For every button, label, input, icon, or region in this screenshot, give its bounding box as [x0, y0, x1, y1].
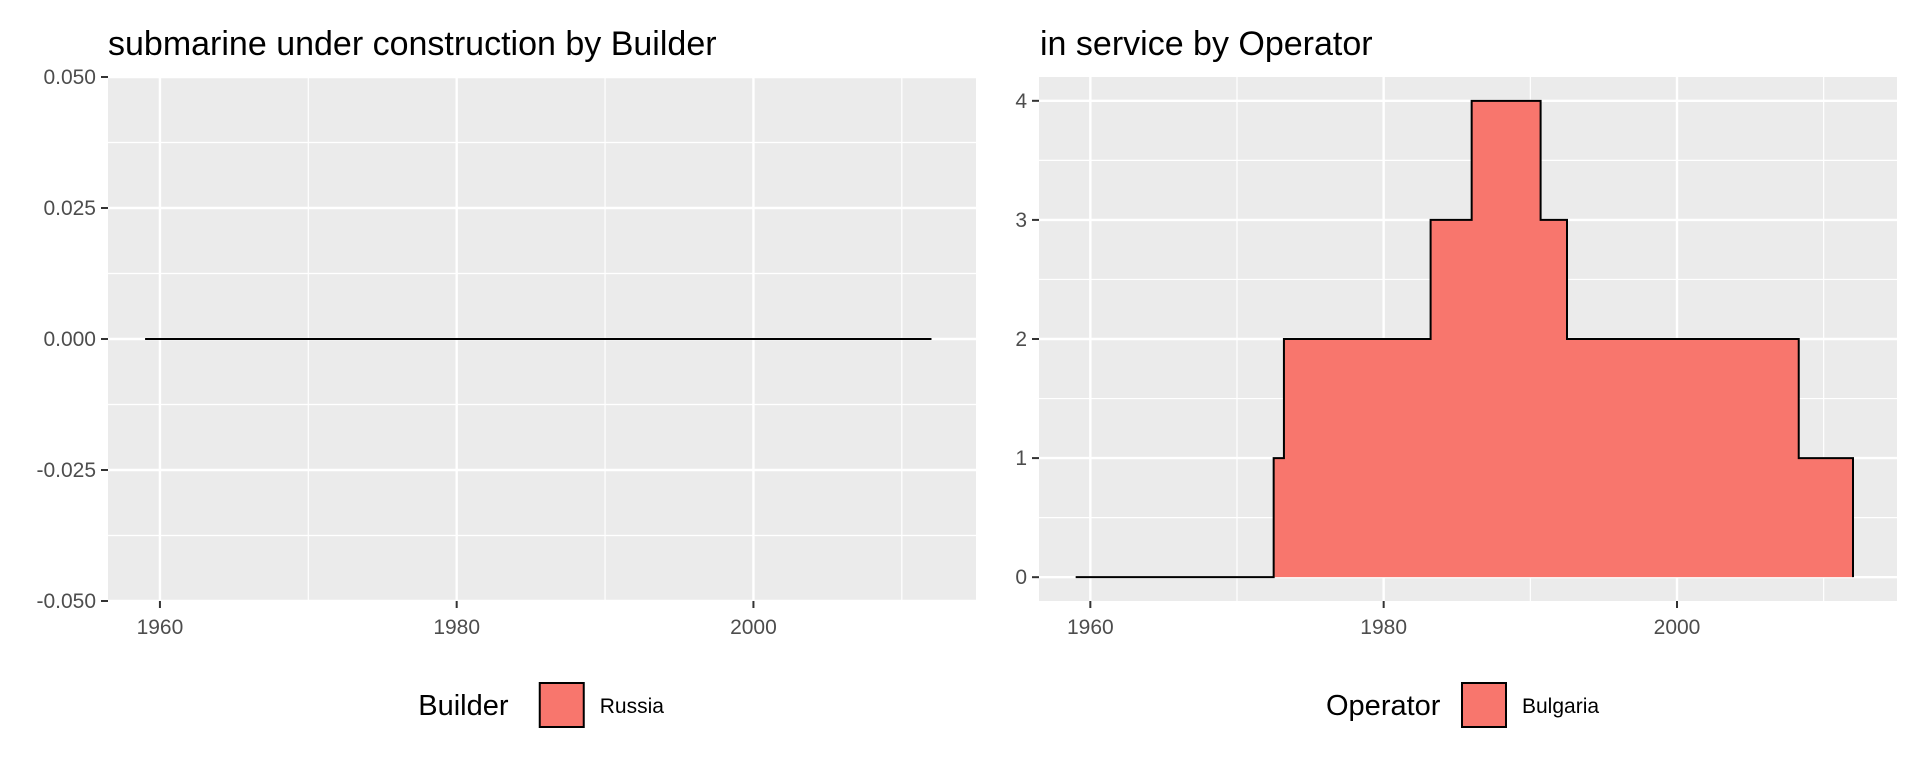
chart-title: submarine under construction by Builder — [108, 25, 717, 63]
y-tick-label: 0.000 — [43, 328, 96, 351]
y-tick-label: 1 — [1015, 447, 1027, 470]
chart-panel-2: in service by Operator 0 1 2 3 4 1960 1980 2000 O… — [1015, 25, 1897, 728]
legend: Operator Bulgaria — [1326, 682, 1599, 728]
y-tick-label: 4 — [1015, 90, 1027, 113]
legend-label: Russia — [600, 695, 665, 718]
y-tick-label: 2 — [1015, 328, 1027, 351]
x-tick-label: 2000 — [1654, 616, 1701, 639]
chart-title: in service by Operator — [1040, 25, 1373, 63]
legend-key — [538, 682, 585, 728]
y-tick-label: 3 — [1015, 209, 1027, 232]
legend-title: Builder — [418, 690, 509, 722]
series-area-bulgaria — [1075, 100, 1853, 578]
legend: Builder Russia — [418, 682, 665, 728]
x-tick-label: 1960 — [1067, 616, 1114, 639]
x-tick-label: 1980 — [433, 616, 480, 639]
y-tick-label: 0.050 — [43, 66, 96, 89]
x-tick-label: 2000 — [730, 616, 777, 639]
legend-key — [1461, 682, 1507, 728]
x-tick-label: 1960 — [137, 616, 184, 639]
y-tick-label: -0.025 — [36, 459, 96, 482]
x-tick-label: 1980 — [1360, 616, 1407, 639]
y-tick-label: 0.025 — [43, 197, 96, 220]
legend-title: Operator — [1326, 690, 1441, 722]
chart-panel-1: submarine under construction by Builder -… — [36, 25, 976, 728]
legend-label: Bulgaria — [1522, 695, 1599, 718]
series-line-bulgaria — [1075, 99, 1854, 579]
y-tick-label: -0.050 — [36, 590, 96, 613]
y-tick-label: 0 — [1015, 566, 1027, 589]
